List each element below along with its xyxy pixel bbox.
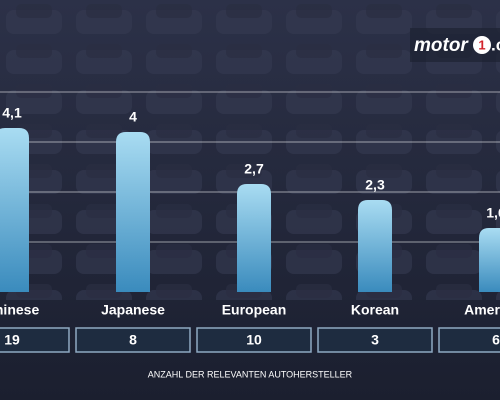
value-label: 4: [129, 109, 137, 125]
value-label: 2,7: [244, 161, 264, 177]
count-box: [438, 327, 500, 353]
count-box: [0, 327, 70, 353]
logo-suffix: .com: [491, 35, 500, 54]
bar: [237, 184, 271, 292]
x-tick-label: European: [222, 302, 287, 318]
x-tick-label: Korean: [351, 302, 399, 318]
value-label: 2,3: [365, 177, 385, 193]
counts-title: ANZAHL DER RELEVANTEN AUTOHERSTELLER: [148, 369, 353, 379]
bar: [358, 200, 392, 292]
bar: [116, 132, 150, 292]
x-tick-label: Japanese: [101, 302, 165, 318]
x-tick-label: American: [464, 302, 500, 318]
bar: [479, 228, 500, 292]
x-tick-label: Chinese: [0, 302, 39, 318]
logo: motor 1 .com: [410, 28, 500, 62]
count-value: 8: [129, 332, 137, 348]
logo-number: 1: [478, 37, 485, 52]
count-box: [196, 327, 312, 353]
count-value: 6: [492, 332, 500, 348]
count-box: [75, 327, 191, 353]
value-label: 1,6: [486, 205, 500, 221]
logo-circle: [473, 36, 491, 54]
count-box: [317, 327, 433, 353]
value-label: 4,1: [2, 105, 22, 121]
logo-brand: motor: [414, 35, 469, 56]
count-value: 10: [246, 332, 262, 348]
count-value: 3: [371, 332, 379, 348]
count-value: 19: [4, 332, 20, 348]
bar: [0, 128, 29, 292]
